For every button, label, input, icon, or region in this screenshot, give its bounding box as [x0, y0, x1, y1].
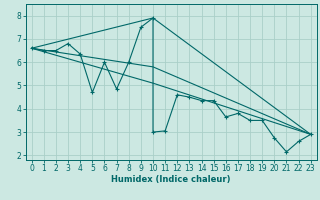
X-axis label: Humidex (Indice chaleur): Humidex (Indice chaleur) — [111, 175, 231, 184]
